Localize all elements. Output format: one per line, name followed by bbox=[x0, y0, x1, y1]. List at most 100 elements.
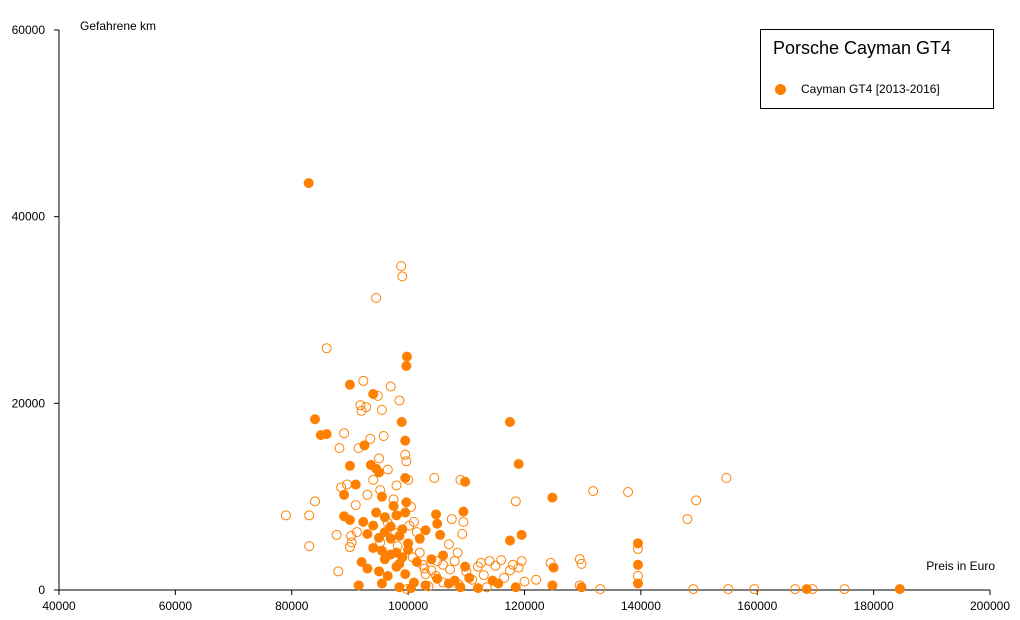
data-point bbox=[504, 535, 515, 546]
data-point-hollow bbox=[310, 496, 321, 507]
chart-title: Porsche Cayman GT4 bbox=[773, 38, 952, 58]
data-point-hollow bbox=[723, 584, 734, 595]
data-point bbox=[420, 525, 431, 536]
data-point-hollow bbox=[513, 562, 524, 573]
data-point bbox=[371, 507, 382, 518]
data-point-hollow bbox=[394, 395, 405, 406]
data-point bbox=[368, 389, 379, 399]
data-point-hollow bbox=[391, 480, 402, 491]
data-point-hollow bbox=[691, 495, 702, 506]
x-tick-label: 160000 bbox=[737, 599, 777, 613]
data-point bbox=[321, 429, 332, 440]
x-tick-label: 140000 bbox=[621, 599, 661, 613]
data-point bbox=[513, 459, 524, 469]
data-point bbox=[547, 580, 558, 591]
axes bbox=[58, 30, 990, 591]
data-point-hollow bbox=[429, 473, 440, 483]
data-point-hollow bbox=[446, 514, 457, 525]
data-point-hollow bbox=[304, 541, 315, 552]
data-point bbox=[493, 578, 504, 589]
x-tick-label: 200000 bbox=[970, 599, 1010, 613]
data-point-hollow bbox=[378, 431, 389, 441]
data-point-hollow bbox=[531, 574, 542, 585]
data-point bbox=[510, 582, 521, 593]
data-point bbox=[426, 554, 437, 565]
data-point bbox=[400, 435, 411, 446]
data-point bbox=[362, 563, 373, 574]
legend-entry: Cayman GT4 [2013-2016] bbox=[775, 82, 940, 96]
data-point-hollow bbox=[334, 443, 345, 454]
data-point bbox=[432, 573, 443, 584]
data-point bbox=[344, 515, 355, 525]
data-point bbox=[516, 529, 527, 540]
data-point bbox=[368, 520, 379, 531]
data-point bbox=[353, 580, 364, 591]
data-point bbox=[397, 524, 408, 535]
data-point bbox=[435, 529, 446, 540]
data-point bbox=[420, 580, 431, 591]
data-point bbox=[403, 544, 414, 555]
data-point bbox=[376, 545, 387, 556]
data-point-hollow bbox=[458, 516, 469, 527]
data-point bbox=[396, 417, 407, 427]
data-point-hollow bbox=[371, 292, 382, 303]
data-point-hollow bbox=[507, 559, 518, 570]
data-point-hollow bbox=[365, 433, 376, 444]
data-point-hollow bbox=[401, 456, 412, 467]
data-point bbox=[394, 558, 405, 569]
data-point bbox=[401, 361, 412, 371]
data-point bbox=[414, 533, 425, 544]
data-point bbox=[356, 557, 367, 567]
data-point bbox=[394, 582, 405, 593]
data-point-hollow bbox=[445, 564, 456, 575]
data-point-hollow bbox=[472, 561, 483, 572]
data-point bbox=[362, 529, 373, 539]
data-point bbox=[547, 492, 558, 503]
data-point bbox=[431, 509, 442, 520]
data-point bbox=[388, 501, 399, 511]
data-point-hollow bbox=[374, 453, 385, 464]
data-point bbox=[339, 489, 350, 500]
y-tick-label: 20000 bbox=[12, 396, 46, 410]
legend-label: Cayman GT4 [2013-2016] bbox=[801, 82, 940, 96]
data-point bbox=[400, 507, 411, 518]
data-point-hollow bbox=[361, 402, 372, 413]
x-tick-label: 180000 bbox=[854, 599, 894, 613]
data-point-hollow bbox=[574, 554, 585, 565]
data-point bbox=[374, 467, 385, 478]
data-point-hollow bbox=[382, 464, 393, 475]
data-point-hollow bbox=[344, 542, 355, 553]
data-point-hollow bbox=[588, 486, 599, 497]
data-point bbox=[504, 417, 515, 427]
data-point-hollow bbox=[346, 537, 357, 548]
x-tick-label: 80000 bbox=[275, 599, 309, 613]
data-point-hollow bbox=[331, 529, 342, 540]
data-point bbox=[379, 512, 390, 523]
legend: Porsche Cayman GT4 Cayman GT4 [2013-2016… bbox=[760, 29, 994, 109]
x-tick-label: 100000 bbox=[388, 599, 428, 613]
data-point-hollow bbox=[304, 510, 315, 521]
data-point bbox=[455, 582, 466, 593]
data-point bbox=[400, 569, 411, 580]
x-axis-title: Preis in Euro bbox=[926, 559, 995, 573]
data-point bbox=[460, 476, 471, 487]
data-point-hollow bbox=[496, 555, 507, 566]
data-point bbox=[344, 379, 355, 390]
data-point-hollow bbox=[721, 473, 732, 483]
data-point bbox=[576, 582, 587, 593]
data-point bbox=[438, 550, 449, 561]
data-point-hollow bbox=[351, 527, 362, 538]
data-point bbox=[374, 566, 385, 577]
data-point bbox=[303, 178, 314, 189]
data-point bbox=[391, 510, 402, 521]
data-point bbox=[460, 561, 471, 572]
data-point-hollow bbox=[280, 510, 291, 521]
data-point-hollow bbox=[516, 556, 527, 567]
y-tick-label: 40000 bbox=[12, 210, 46, 224]
legend-marker-icon bbox=[775, 83, 786, 95]
data-point bbox=[401, 497, 412, 508]
data-point-hollow bbox=[682, 514, 693, 525]
axis-ticks: 40000 60000 80000 100000 120000 140000 160000 1… bbox=[12, 23, 1011, 613]
data-point-hollow bbox=[376, 404, 387, 415]
